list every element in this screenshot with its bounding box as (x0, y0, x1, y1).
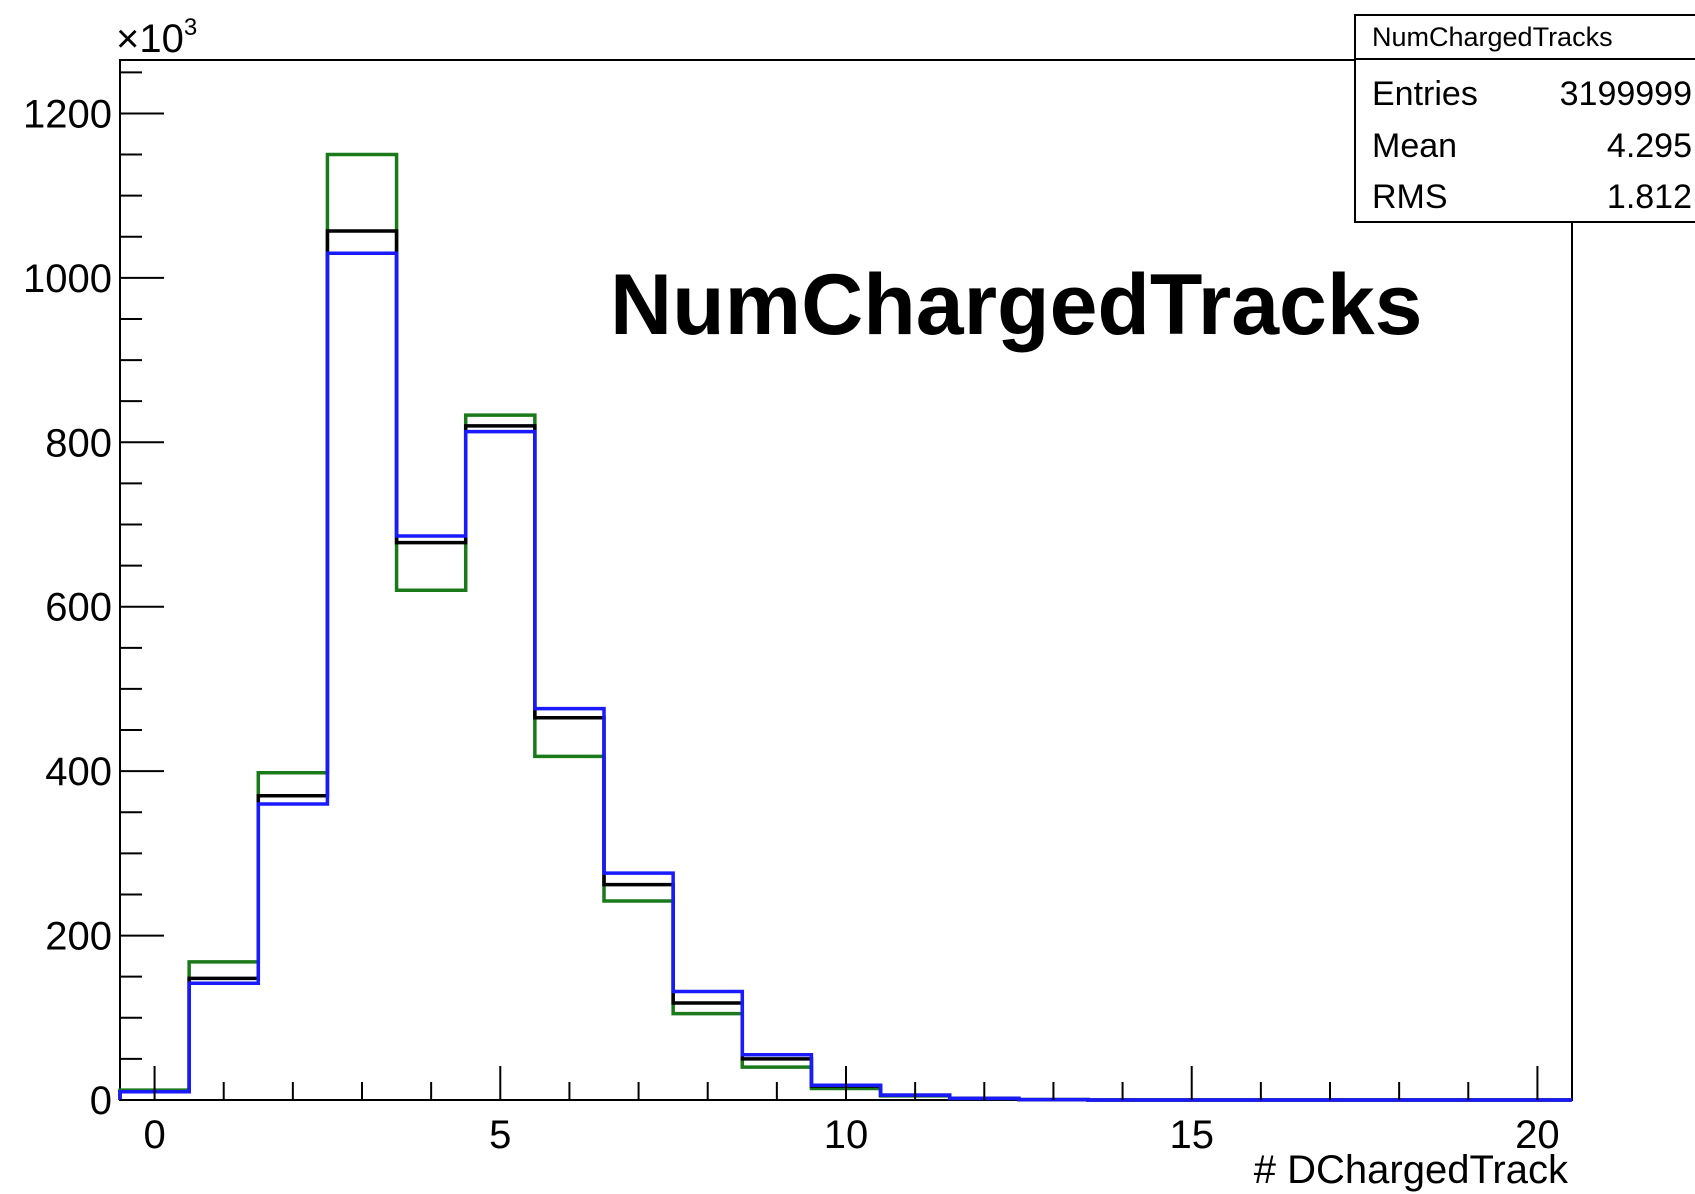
y-tick-label: 600 (45, 586, 112, 630)
y-tick-label: 400 (45, 750, 112, 794)
x-tick-label: 15 (1169, 1113, 1214, 1157)
stats-rms-label: RMS (1372, 178, 1448, 216)
x-tick-label: 0 (143, 1113, 165, 1157)
y-exponent-label: ×103 (116, 14, 197, 61)
y-tick-label: 0 (90, 1079, 112, 1123)
y-tick-label: 1000 (23, 257, 112, 301)
stats-mean-value: 4.295 (1607, 127, 1692, 165)
x-tick-label: 5 (489, 1113, 511, 1157)
histogram-series-1 (118, 229, 1572, 1102)
x-tick-label: 20 (1515, 1113, 1560, 1157)
stats-mean-label: Mean (1372, 127, 1457, 165)
stats-box: NumChargedTracks Entries 3199999 Mean 4.… (1354, 14, 1695, 223)
stats-entries-value: 3199999 (1560, 75, 1692, 113)
histogram-series-2 (118, 251, 1572, 1102)
y-tick-label: 800 (45, 421, 112, 465)
y-tick-label: 200 (45, 915, 112, 959)
chart-title: NumChargedTracks (610, 257, 1423, 353)
stats-rms-value: 1.812 (1607, 178, 1692, 216)
y-tick-label: 1200 (23, 92, 112, 136)
x-tick-label: 10 (824, 1113, 869, 1157)
histogram-series-group (118, 152, 1572, 1102)
stats-entries-label: Entries (1372, 75, 1478, 113)
x-axis-title: # DChargedTrack (1254, 1148, 1569, 1192)
stats-box-title: NumChargedTracks (1372, 22, 1613, 52)
